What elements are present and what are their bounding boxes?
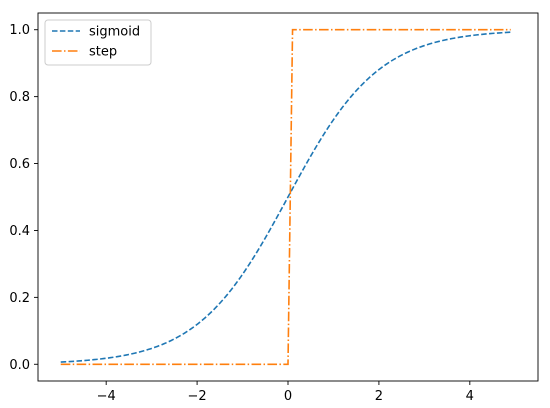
y-tick-label: 0.6 xyxy=(9,157,30,172)
y-tick-label: 1.0 xyxy=(9,23,30,38)
y-tick-label: 0.4 xyxy=(9,224,30,239)
legend-label-step: step xyxy=(89,45,117,60)
x-tick-label: −4 xyxy=(97,389,116,404)
x-tick-label: −2 xyxy=(188,389,207,404)
x-tick-label: 4 xyxy=(466,389,474,404)
series-line-step xyxy=(60,28,511,366)
x-tick-label: 0 xyxy=(284,389,292,404)
legend: sigmoid step xyxy=(44,19,152,66)
series-line-sigmoid xyxy=(60,31,511,363)
y-tick-label: 0.8 xyxy=(9,90,30,105)
y-tick-label: 0.0 xyxy=(9,358,30,373)
axes: −4 −2 0 2 4 0.0 0.2 0.4 0.6 0.8 1.0 xyxy=(9,12,539,404)
legend-label-sigmoid: sigmoid xyxy=(89,25,140,40)
y-tick-label: 0.2 xyxy=(9,291,30,306)
plot-area xyxy=(60,28,511,366)
x-tick-label: 2 xyxy=(375,389,383,404)
